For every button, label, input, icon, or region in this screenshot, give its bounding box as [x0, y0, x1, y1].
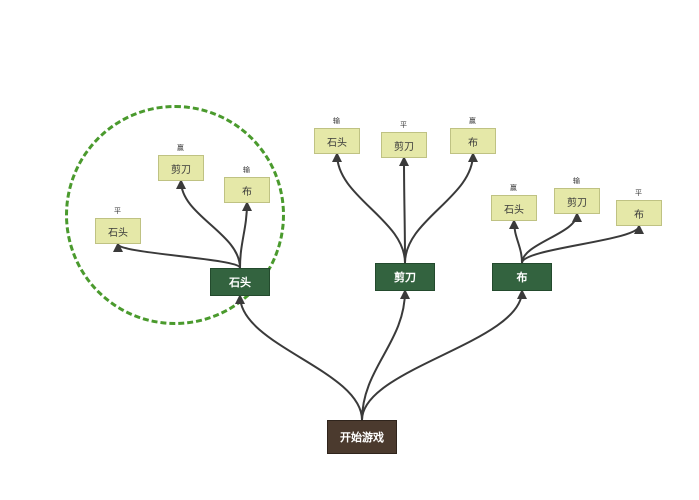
- node-m_scissors: 剪刀: [375, 263, 435, 291]
- pin-l31: 赢: [510, 183, 517, 193]
- node-l33: 布: [616, 200, 662, 226]
- edge-m_paper-l33: [522, 226, 639, 263]
- node-l22: 剪刀: [381, 132, 427, 158]
- edge-m_scissors-l22: [404, 158, 405, 263]
- edge-m_scissors-l23: [405, 154, 473, 263]
- edge-m_paper-l32: [522, 214, 577, 263]
- node-m_rock: 石头: [210, 268, 270, 296]
- edge-root-m_scissors: [362, 291, 405, 420]
- node-l23: 布: [450, 128, 496, 154]
- pin-l21: 输: [333, 116, 340, 126]
- pin-l11: 平: [114, 206, 121, 216]
- edge-root-m_rock: [240, 296, 362, 420]
- edge-m_paper-l31: [514, 221, 522, 263]
- node-l11: 石头: [95, 218, 141, 244]
- node-l12: 剪刀: [158, 155, 204, 181]
- pin-l13: 输: [243, 165, 250, 175]
- node-l21: 石头: [314, 128, 360, 154]
- edge-m_scissors-l21: [337, 154, 405, 263]
- node-root: 开始游戏: [327, 420, 397, 454]
- edge-root-m_paper: [362, 291, 522, 420]
- pin-l23: 赢: [469, 116, 476, 126]
- pin-l32: 输: [573, 176, 580, 186]
- node-m_paper: 布: [492, 263, 552, 291]
- node-l32: 剪刀: [554, 188, 600, 214]
- node-l31: 石头: [491, 195, 537, 221]
- pin-l12: 赢: [177, 143, 184, 153]
- pin-l22: 平: [400, 120, 407, 130]
- pin-l33: 平: [635, 188, 642, 198]
- node-l13: 布: [224, 177, 270, 203]
